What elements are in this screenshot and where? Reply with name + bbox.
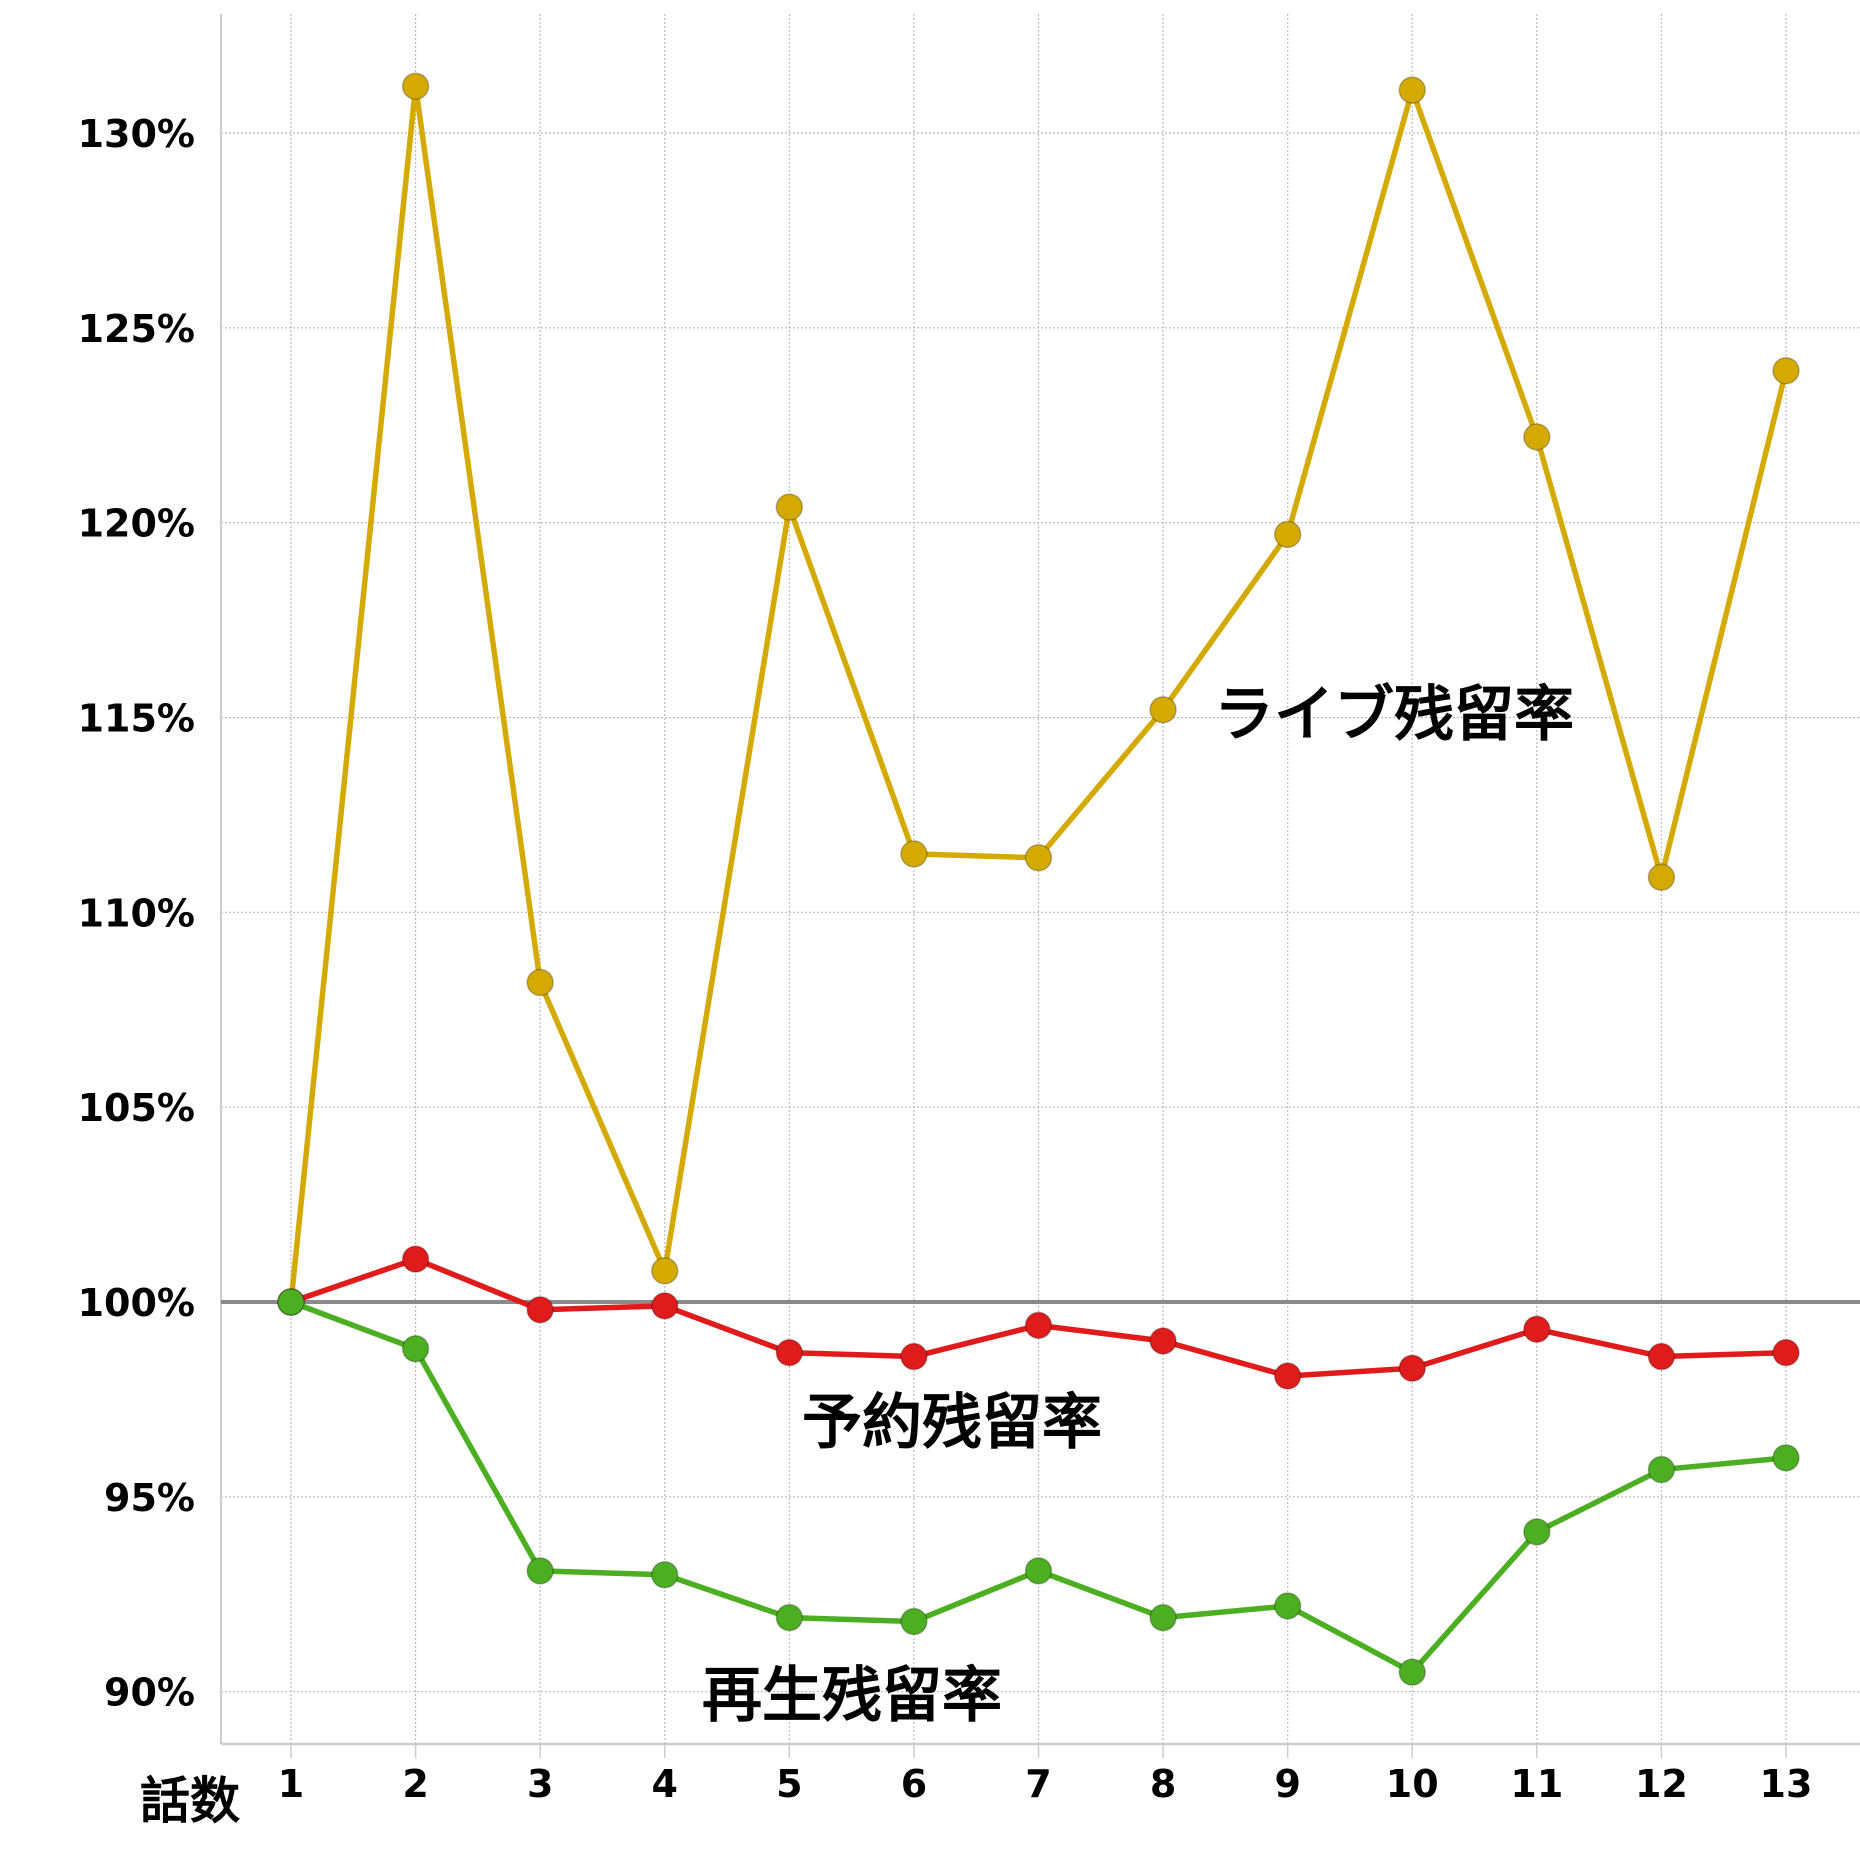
data-point [775, 1338, 804, 1367]
data-point [1398, 1658, 1426, 1686]
data-point [1024, 1557, 1053, 1585]
y-tick-label: 115% [78, 697, 195, 741]
data-point [900, 840, 928, 868]
y-tick-label: 110% [78, 891, 195, 935]
x-tick-label: 12 [1635, 1762, 1688, 1806]
data-point [1647, 1342, 1676, 1371]
x-tick-label: 10 [1386, 1762, 1439, 1806]
y-tick-label: 105% [78, 1086, 195, 1130]
data-point [1772, 1444, 1800, 1472]
series-group [277, 72, 1800, 1686]
x-tick-label: 2 [402, 1762, 428, 1806]
data-point [1647, 863, 1676, 892]
data-point [1647, 1455, 1676, 1484]
x-tick-label: 7 [1025, 1762, 1051, 1806]
data-point [775, 493, 804, 521]
data-point [651, 1561, 679, 1589]
data-point [526, 1296, 554, 1324]
series-label: ライブ残留率 [1214, 680, 1574, 750]
x-tick-label: 3 [527, 1762, 553, 1806]
data-point [277, 1288, 305, 1316]
data-point [651, 1257, 679, 1285]
x-axis-label: 話数 [140, 1772, 240, 1830]
y-tick-label: 100% [78, 1281, 195, 1325]
data-point [1523, 423, 1551, 451]
data-point [900, 1342, 928, 1371]
series-label: 再生残留率 [702, 1661, 1002, 1731]
x-tick-label: 9 [1274, 1762, 1300, 1806]
data-point [1273, 520, 1302, 549]
y-tick-label: 125% [78, 307, 195, 351]
x-tick-label: 1 [278, 1762, 304, 1806]
data-point [526, 968, 554, 997]
data-point [1149, 1603, 1177, 1632]
grid [221, 14, 1860, 1744]
x-tick-label: 13 [1760, 1762, 1813, 1806]
series-label: 予約残留率 [802, 1388, 1102, 1458]
data-point [401, 1245, 430, 1273]
data-point [1024, 1311, 1053, 1340]
data-point [1273, 1592, 1302, 1620]
data-point [1024, 844, 1053, 872]
x-tick-label: 6 [901, 1762, 927, 1806]
data-point [1149, 695, 1177, 724]
data-point [1523, 1315, 1551, 1344]
data-point [1398, 76, 1426, 104]
y-tick-label: 90% [104, 1671, 195, 1715]
data-point [526, 1557, 554, 1585]
data-point [1398, 1354, 1426, 1382]
data-point [1273, 1362, 1302, 1390]
data-point [775, 1603, 804, 1632]
y-tick-label: 95% [104, 1476, 195, 1520]
data-point [401, 72, 430, 100]
data-point [900, 1607, 928, 1636]
data-point [1523, 1518, 1551, 1546]
data-point [1772, 356, 1800, 385]
series-3 [277, 1288, 1800, 1686]
data-point [1149, 1327, 1177, 1355]
data-point [1772, 1338, 1800, 1367]
x-tick-label: 4 [652, 1762, 678, 1806]
x-tick-label: 5 [776, 1762, 802, 1806]
data-point [651, 1292, 679, 1320]
y-tick-label: 130% [78, 112, 195, 156]
y-tick-label: 120% [78, 502, 195, 546]
x-tick-label: 11 [1510, 1762, 1563, 1806]
data-point [401, 1335, 430, 1363]
axes: 90%95%100%105%110%115%120%125%130%1 2 3 4 5 6… [78, 14, 1860, 1806]
x-tick-label: 8 [1150, 1762, 1176, 1806]
